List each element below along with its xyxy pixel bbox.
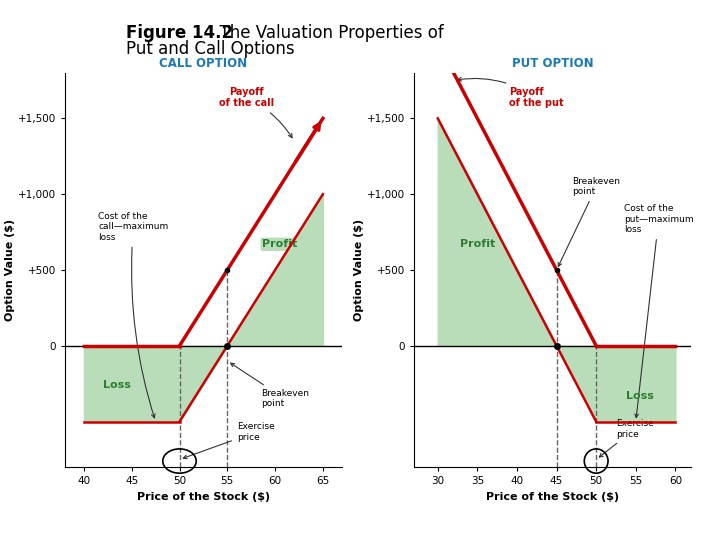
Text: Loss: Loss — [626, 391, 654, 401]
Text: Profit: Profit — [460, 239, 495, 249]
Text: Loss: Loss — [104, 380, 131, 390]
Text: Profit: Profit — [262, 239, 297, 249]
Y-axis label: Option Value ($): Option Value ($) — [5, 219, 14, 321]
Text: Payoff
of the call: Payoff of the call — [219, 86, 292, 138]
Y-axis label: Option Value ($): Option Value ($) — [354, 219, 364, 321]
Title: PUT OPTION: PUT OPTION — [512, 57, 593, 70]
Text: Breakeven
point: Breakeven point — [558, 177, 621, 266]
Text: Payoff
of the put: Payoff of the put — [458, 77, 564, 108]
Text: 14-29: 14-29 — [673, 516, 706, 525]
Title: CALL OPTION: CALL OPTION — [159, 57, 248, 70]
Text: The Valuation Properties of: The Valuation Properties of — [209, 24, 444, 42]
Text: Breakeven
point: Breakeven point — [230, 363, 309, 408]
Text: Figure 14.2: Figure 14.2 — [126, 24, 233, 42]
Text: Cost of the
put—maximum
loss: Cost of the put—maximum loss — [624, 204, 693, 417]
Text: Put and Call Options: Put and Call Options — [126, 40, 294, 58]
Text: Exercise
price: Exercise price — [599, 420, 654, 457]
X-axis label: Price of the Stock ($): Price of the Stock ($) — [137, 492, 270, 502]
Text: Cost of the
call—maximum
loss: Cost of the call—maximum loss — [98, 212, 168, 418]
Text: Exercise
price: Exercise price — [184, 422, 274, 458]
Text: Copyright © 2014 Pearson Education, Inc. All rights reserved.: Copyright © 2014 Pearson Education, Inc.… — [14, 516, 315, 525]
X-axis label: Price of the Stock ($): Price of the Stock ($) — [486, 492, 619, 502]
